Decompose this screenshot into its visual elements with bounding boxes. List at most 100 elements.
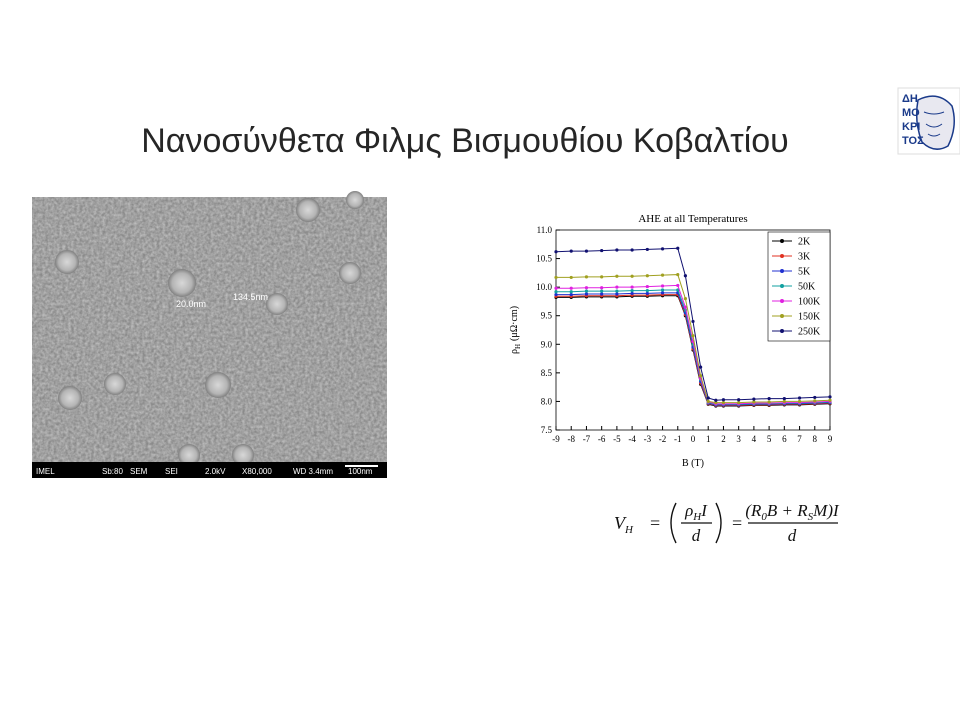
y-tick-label: 11.0 bbox=[537, 225, 553, 235]
data-point bbox=[660, 247, 665, 251]
x-tick-label: -1 bbox=[674, 434, 682, 444]
logo-text: ΚΡΙ bbox=[902, 121, 920, 133]
y-tick-label: 8.5 bbox=[541, 368, 553, 378]
info-label: SEM bbox=[130, 467, 148, 476]
data-point bbox=[645, 291, 649, 296]
info-label: Sb:80 bbox=[102, 467, 123, 476]
data-point bbox=[569, 286, 573, 290]
data-point bbox=[615, 285, 619, 289]
data-point bbox=[615, 289, 619, 293]
data-point bbox=[737, 398, 741, 402]
data-point bbox=[584, 249, 589, 253]
x-tick-label: -4 bbox=[628, 434, 636, 444]
formula-symbol: V bbox=[614, 513, 627, 533]
data-point bbox=[714, 400, 718, 405]
y-axis-label-symbol: ρ bbox=[509, 349, 520, 354]
x-tick-label: -2 bbox=[659, 434, 667, 444]
data-point bbox=[554, 286, 558, 290]
info-label: X80,000 bbox=[242, 467, 272, 476]
y-axis-label-sub: H bbox=[514, 344, 522, 349]
x-tick-label: -3 bbox=[644, 434, 652, 444]
formula-symbol: ρ bbox=[684, 501, 693, 520]
data-point bbox=[828, 395, 832, 399]
data-point bbox=[645, 274, 649, 278]
data-point bbox=[797, 396, 802, 400]
data-point bbox=[630, 274, 634, 278]
y-tick-label: 10.5 bbox=[536, 254, 552, 264]
info-label: IMEL bbox=[36, 467, 55, 476]
data-point bbox=[554, 290, 558, 294]
data-point bbox=[660, 291, 665, 295]
measurement-label: 134.5nm bbox=[233, 292, 268, 302]
legend-label: 2K bbox=[798, 237, 811, 248]
y-tick-label: 10.0 bbox=[536, 282, 552, 292]
info-label: WD 3.4mm bbox=[293, 467, 333, 476]
slide-title: Νανοσύνθετα Φιλμς Βισμουθίου Κοβαλτίου bbox=[141, 122, 789, 160]
data-point bbox=[600, 275, 604, 279]
data-point bbox=[584, 286, 589, 290]
x-tick-label: -7 bbox=[583, 434, 591, 444]
data-point bbox=[630, 291, 634, 296]
formula-sub: 0 bbox=[761, 511, 767, 523]
data-point bbox=[714, 398, 718, 402]
data-point bbox=[645, 247, 649, 252]
data-point bbox=[615, 274, 619, 278]
data-point bbox=[569, 290, 573, 294]
data-point bbox=[600, 289, 604, 293]
x-tick-label: -9 bbox=[552, 434, 560, 444]
info-label: 100nm bbox=[348, 467, 373, 476]
series-line bbox=[556, 274, 831, 404]
data-point bbox=[683, 305, 687, 309]
x-tick-label: 1 bbox=[706, 434, 711, 444]
y-tick-label: 9.0 bbox=[541, 339, 553, 349]
data-point bbox=[737, 400, 741, 405]
data-point bbox=[630, 285, 634, 289]
data-point bbox=[630, 288, 634, 293]
legend-label: 5K bbox=[798, 267, 811, 278]
x-tick-label: 2 bbox=[721, 434, 726, 444]
data-point bbox=[569, 249, 573, 253]
logo-text: ΜΟ bbox=[902, 107, 920, 119]
series-line bbox=[556, 284, 831, 405]
data-point bbox=[615, 292, 619, 296]
data-point bbox=[699, 374, 703, 378]
formula-symbol: I bbox=[700, 501, 708, 520]
data-point bbox=[752, 397, 756, 401]
legend-marker bbox=[780, 284, 784, 288]
x-tick-label: 8 bbox=[813, 434, 818, 444]
legend-marker bbox=[780, 299, 784, 303]
fraction-denominator: d bbox=[788, 526, 797, 545]
data-point bbox=[699, 365, 703, 369]
y-tick-label: 7.5 bbox=[541, 425, 553, 435]
legend-label: 250K bbox=[798, 327, 821, 338]
data-point bbox=[615, 248, 619, 252]
data-point bbox=[584, 275, 589, 279]
legend-label: 50K bbox=[798, 282, 816, 293]
data-point bbox=[600, 292, 604, 296]
data-point bbox=[706, 396, 710, 400]
paren bbox=[670, 502, 677, 544]
data-point bbox=[630, 248, 634, 252]
x-tick-label: 4 bbox=[752, 434, 757, 444]
data-point bbox=[660, 284, 665, 288]
formula-sub: H bbox=[624, 524, 634, 536]
data-point bbox=[645, 284, 649, 289]
data-point bbox=[813, 395, 817, 400]
data-point bbox=[660, 288, 665, 292]
legend-marker bbox=[780, 254, 784, 258]
x-tick-label: 0 bbox=[691, 434, 696, 444]
data-point bbox=[782, 399, 786, 404]
legend-label: 3K bbox=[798, 252, 811, 263]
y-tick-label: 8.0 bbox=[541, 396, 553, 406]
data-point bbox=[554, 275, 558, 280]
data-point bbox=[828, 398, 832, 402]
chart: AHE at all Temperatures B (T) ρH (μΩ·cm) 7.5… bbox=[509, 213, 833, 469]
data-point bbox=[683, 274, 687, 278]
x-tick-label: 7 bbox=[797, 434, 802, 444]
formula-symbol: B + R bbox=[767, 501, 808, 520]
x-tick-label: -5 bbox=[613, 434, 621, 444]
y-axis-label-unit: (μΩ·cm) bbox=[509, 306, 520, 341]
measurement-label: 20.0nm bbox=[176, 299, 206, 309]
data-point bbox=[569, 292, 573, 297]
